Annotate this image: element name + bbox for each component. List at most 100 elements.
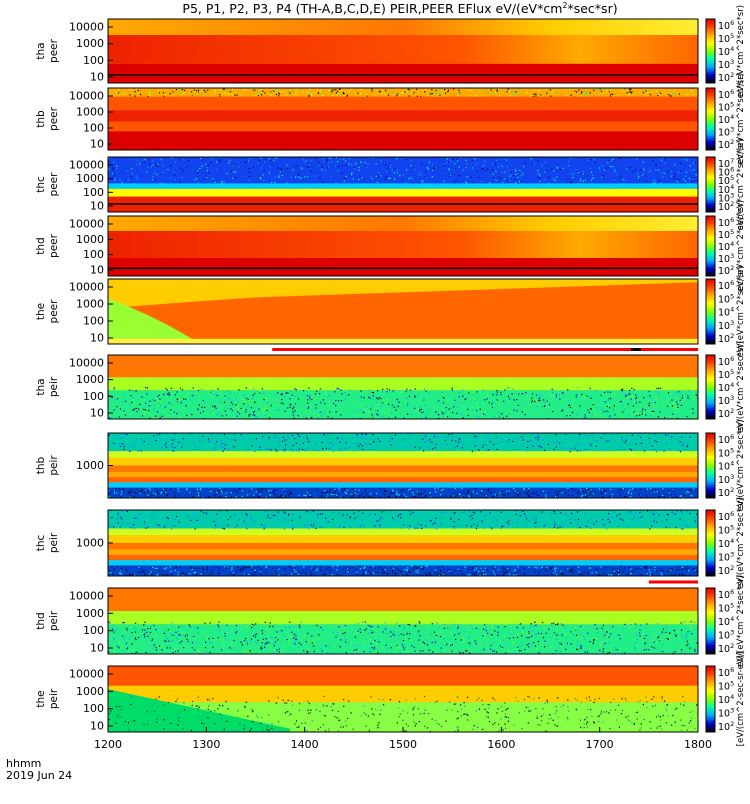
noise-pixel bbox=[624, 496, 625, 497]
colorbar bbox=[706, 157, 715, 212]
noise-pixel bbox=[484, 411, 485, 412]
noise-pixel bbox=[492, 634, 493, 635]
noise-pixel bbox=[182, 170, 183, 171]
noise-pixel bbox=[385, 164, 386, 165]
noise-pixel bbox=[173, 387, 174, 388]
noise-pixel bbox=[457, 492, 458, 493]
noise-pixel bbox=[283, 489, 284, 490]
noise-pixel bbox=[263, 180, 264, 181]
noise-pixel bbox=[212, 178, 213, 179]
noise-pixel bbox=[151, 571, 152, 572]
noise-pixel bbox=[144, 521, 145, 522]
noise-pixel bbox=[311, 417, 312, 418]
noise-pixel bbox=[191, 493, 192, 494]
noise-pixel bbox=[317, 569, 318, 570]
noise-pixel bbox=[375, 409, 376, 410]
noise-pixel bbox=[270, 92, 271, 93]
noise-pixel bbox=[366, 488, 367, 489]
noise-pixel bbox=[511, 164, 512, 165]
noise-pixel bbox=[166, 636, 167, 637]
noise-pixel bbox=[159, 395, 160, 396]
noise-pixel bbox=[116, 406, 117, 407]
noise-pixel bbox=[404, 569, 405, 570]
noise-pixel bbox=[495, 389, 496, 390]
noise-pixel bbox=[243, 395, 244, 396]
noise-pixel bbox=[376, 164, 377, 165]
noise-pixel bbox=[509, 387, 510, 388]
noise-pixel bbox=[418, 492, 419, 493]
noise-pixel bbox=[453, 526, 454, 527]
noise-pixel bbox=[463, 567, 464, 568]
noise-pixel bbox=[231, 643, 232, 644]
noise-pixel bbox=[536, 567, 537, 568]
noise-pixel bbox=[653, 160, 654, 161]
noise-pixel bbox=[143, 450, 144, 451]
noise-pixel bbox=[408, 178, 409, 179]
noise-pixel bbox=[526, 451, 527, 452]
noise-pixel bbox=[545, 162, 546, 163]
noise-pixel bbox=[415, 388, 416, 389]
noise-pixel bbox=[496, 180, 497, 181]
noise-pixel bbox=[466, 650, 467, 651]
noise-pixel bbox=[127, 571, 128, 572]
noise-pixel bbox=[462, 574, 463, 575]
noise-pixel bbox=[156, 417, 157, 418]
noise-pixel bbox=[458, 570, 459, 571]
noise-pixel bbox=[675, 406, 676, 407]
noise-pixel bbox=[508, 492, 509, 493]
noise-pixel bbox=[267, 402, 268, 403]
noise-pixel bbox=[362, 622, 363, 623]
noise-pixel bbox=[120, 390, 121, 391]
noise-pixel bbox=[261, 490, 262, 491]
noise-pixel bbox=[675, 527, 676, 528]
noise-pixel bbox=[372, 415, 373, 416]
noise-pixel bbox=[265, 415, 266, 416]
noise-pixel bbox=[291, 493, 292, 494]
noise-pixel bbox=[229, 399, 230, 400]
noise-pixel bbox=[475, 438, 476, 439]
noise-pixel bbox=[528, 491, 529, 492]
noise-pixel bbox=[592, 175, 593, 176]
noise-pixel bbox=[218, 91, 219, 92]
noise-pixel bbox=[525, 572, 526, 573]
noise-pixel bbox=[316, 391, 317, 392]
noise-pixel bbox=[612, 389, 613, 390]
noise-pixel bbox=[323, 574, 324, 575]
noise-pixel bbox=[237, 492, 238, 493]
noise-pixel bbox=[295, 633, 296, 634]
noise-pixel bbox=[541, 395, 542, 396]
noise-pixel bbox=[687, 445, 688, 446]
noise-pixel bbox=[380, 405, 381, 406]
noise-pixel bbox=[636, 397, 637, 398]
noise-pixel bbox=[166, 406, 167, 407]
noise-pixel bbox=[461, 435, 462, 436]
noise-pixel bbox=[615, 648, 616, 649]
noise-pixel bbox=[311, 574, 312, 575]
noise-pixel bbox=[571, 571, 572, 572]
noise-pixel bbox=[632, 572, 633, 573]
noise-pixel bbox=[467, 409, 468, 410]
noise-pixel bbox=[362, 178, 363, 179]
noise-pixel bbox=[270, 517, 271, 518]
noise-pixel bbox=[117, 646, 118, 647]
noise-pixel bbox=[520, 175, 521, 176]
noise-pixel bbox=[205, 164, 206, 165]
noise-pixel bbox=[568, 165, 569, 166]
noise-pixel bbox=[498, 166, 499, 167]
noise-pixel bbox=[231, 492, 232, 493]
noise-pixel bbox=[358, 446, 359, 447]
noise-pixel bbox=[362, 569, 363, 570]
noise-pixel bbox=[359, 511, 360, 512]
noise-pixel bbox=[362, 437, 363, 438]
noise-pixel bbox=[262, 91, 263, 92]
noise-pixel bbox=[575, 519, 576, 520]
noise-pixel bbox=[580, 180, 581, 181]
noise-pixel bbox=[507, 179, 508, 180]
noise-pixel bbox=[556, 396, 557, 397]
noise-pixel bbox=[462, 512, 463, 513]
noise-pixel bbox=[554, 632, 555, 633]
noise-pixel bbox=[444, 512, 445, 513]
noise-pixel bbox=[337, 91, 338, 92]
noise-pixel bbox=[185, 396, 186, 397]
noise-pixel bbox=[351, 174, 352, 175]
